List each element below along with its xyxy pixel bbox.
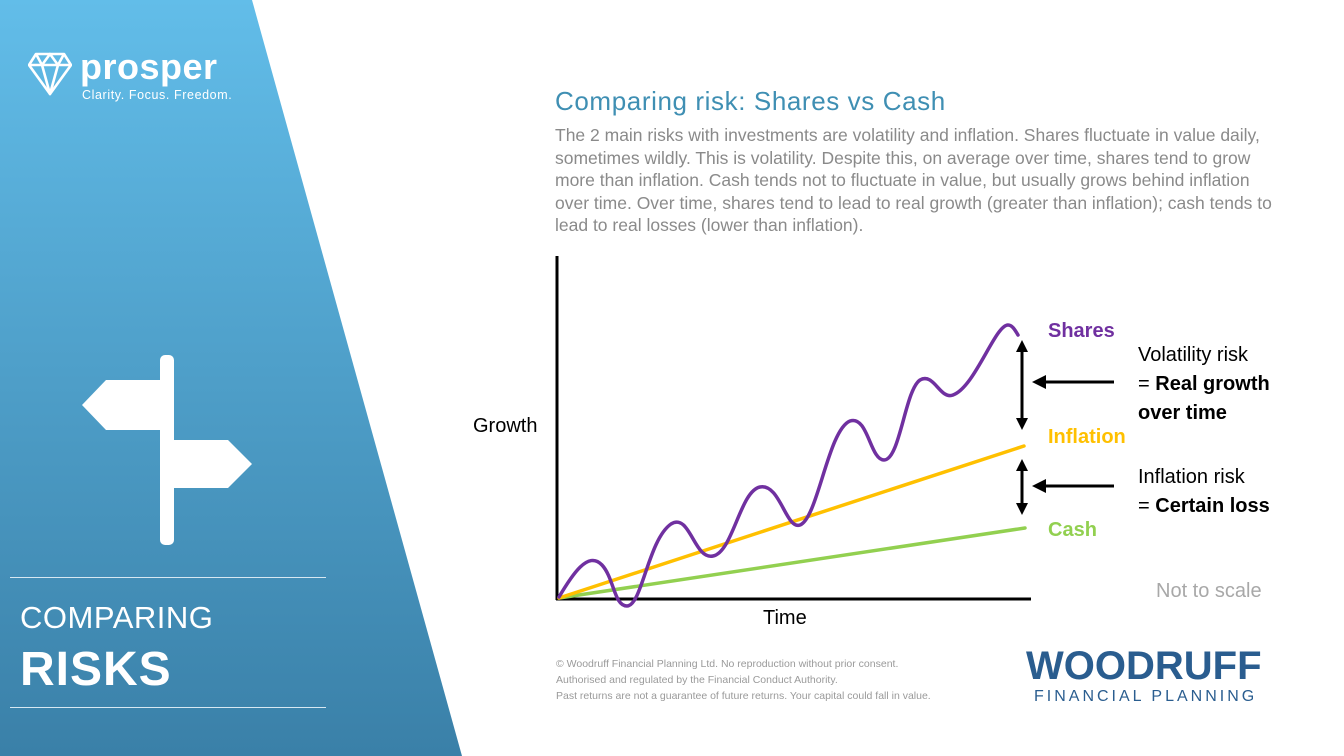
footer-line: © Woodruff Financial Planning Ltd. No re… <box>556 658 899 670</box>
brand-tagline: Clarity. Focus. Freedom. <box>82 88 233 102</box>
scale-note: Not to scale <box>1156 580 1262 602</box>
diamond-logo-icon <box>28 52 72 96</box>
section-divider-top <box>10 577 326 578</box>
section-label-top: COMPARING <box>20 600 214 635</box>
inflation-annotation: Inflation risk = Certain loss <box>1138 463 1270 521</box>
series-line-shares <box>557 323 1020 608</box>
volatility-bold1: Real growth <box>1155 373 1270 395</box>
slide-title: Comparing risk: Shares vs Cash <box>555 86 946 116</box>
brand-name: prosper <box>80 46 218 87</box>
volatility-line1: Volatility risk <box>1138 344 1249 366</box>
slide-body: The 2 main risks with investments are vo… <box>555 125 1272 235</box>
arrow-left-icon <box>1032 375 1114 493</box>
footer-line: Authorised and regulated by the Financia… <box>556 674 838 686</box>
volatility-annotation: Volatility risk = Real growth over time <box>1138 341 1270 428</box>
volatility-bold2: over time <box>1138 402 1227 424</box>
volatility-prefix: = <box>1138 373 1156 395</box>
series-label-inflation: Inflation <box>1048 426 1126 448</box>
signpost-icon <box>82 355 252 545</box>
footer-line: Past returns are not a guarantee of futu… <box>556 690 931 702</box>
footer-disclaimer: © Woodruff Financial Planning Ltd. No re… <box>556 656 931 704</box>
company-logo: WOODRUFF <box>1026 644 1262 688</box>
series-label-shares: Shares <box>1048 320 1115 342</box>
inflation-prefix: = <box>1138 495 1156 517</box>
y-axis-label: Growth <box>473 415 538 437</box>
inflation-line1: Inflation risk <box>1138 466 1245 488</box>
section-label-big: RISKS <box>20 643 172 696</box>
company-subtitle: FINANCIAL PLANNING <box>1034 688 1258 705</box>
series-line-cash <box>557 526 1027 600</box>
x-axis-label: Time <box>763 607 807 629</box>
section-divider-bottom <box>10 707 326 708</box>
double-arrow-icon <box>1016 340 1028 515</box>
inflation-bold1: Certain loss <box>1155 495 1270 517</box>
series-label-cash: Cash <box>1048 519 1097 541</box>
